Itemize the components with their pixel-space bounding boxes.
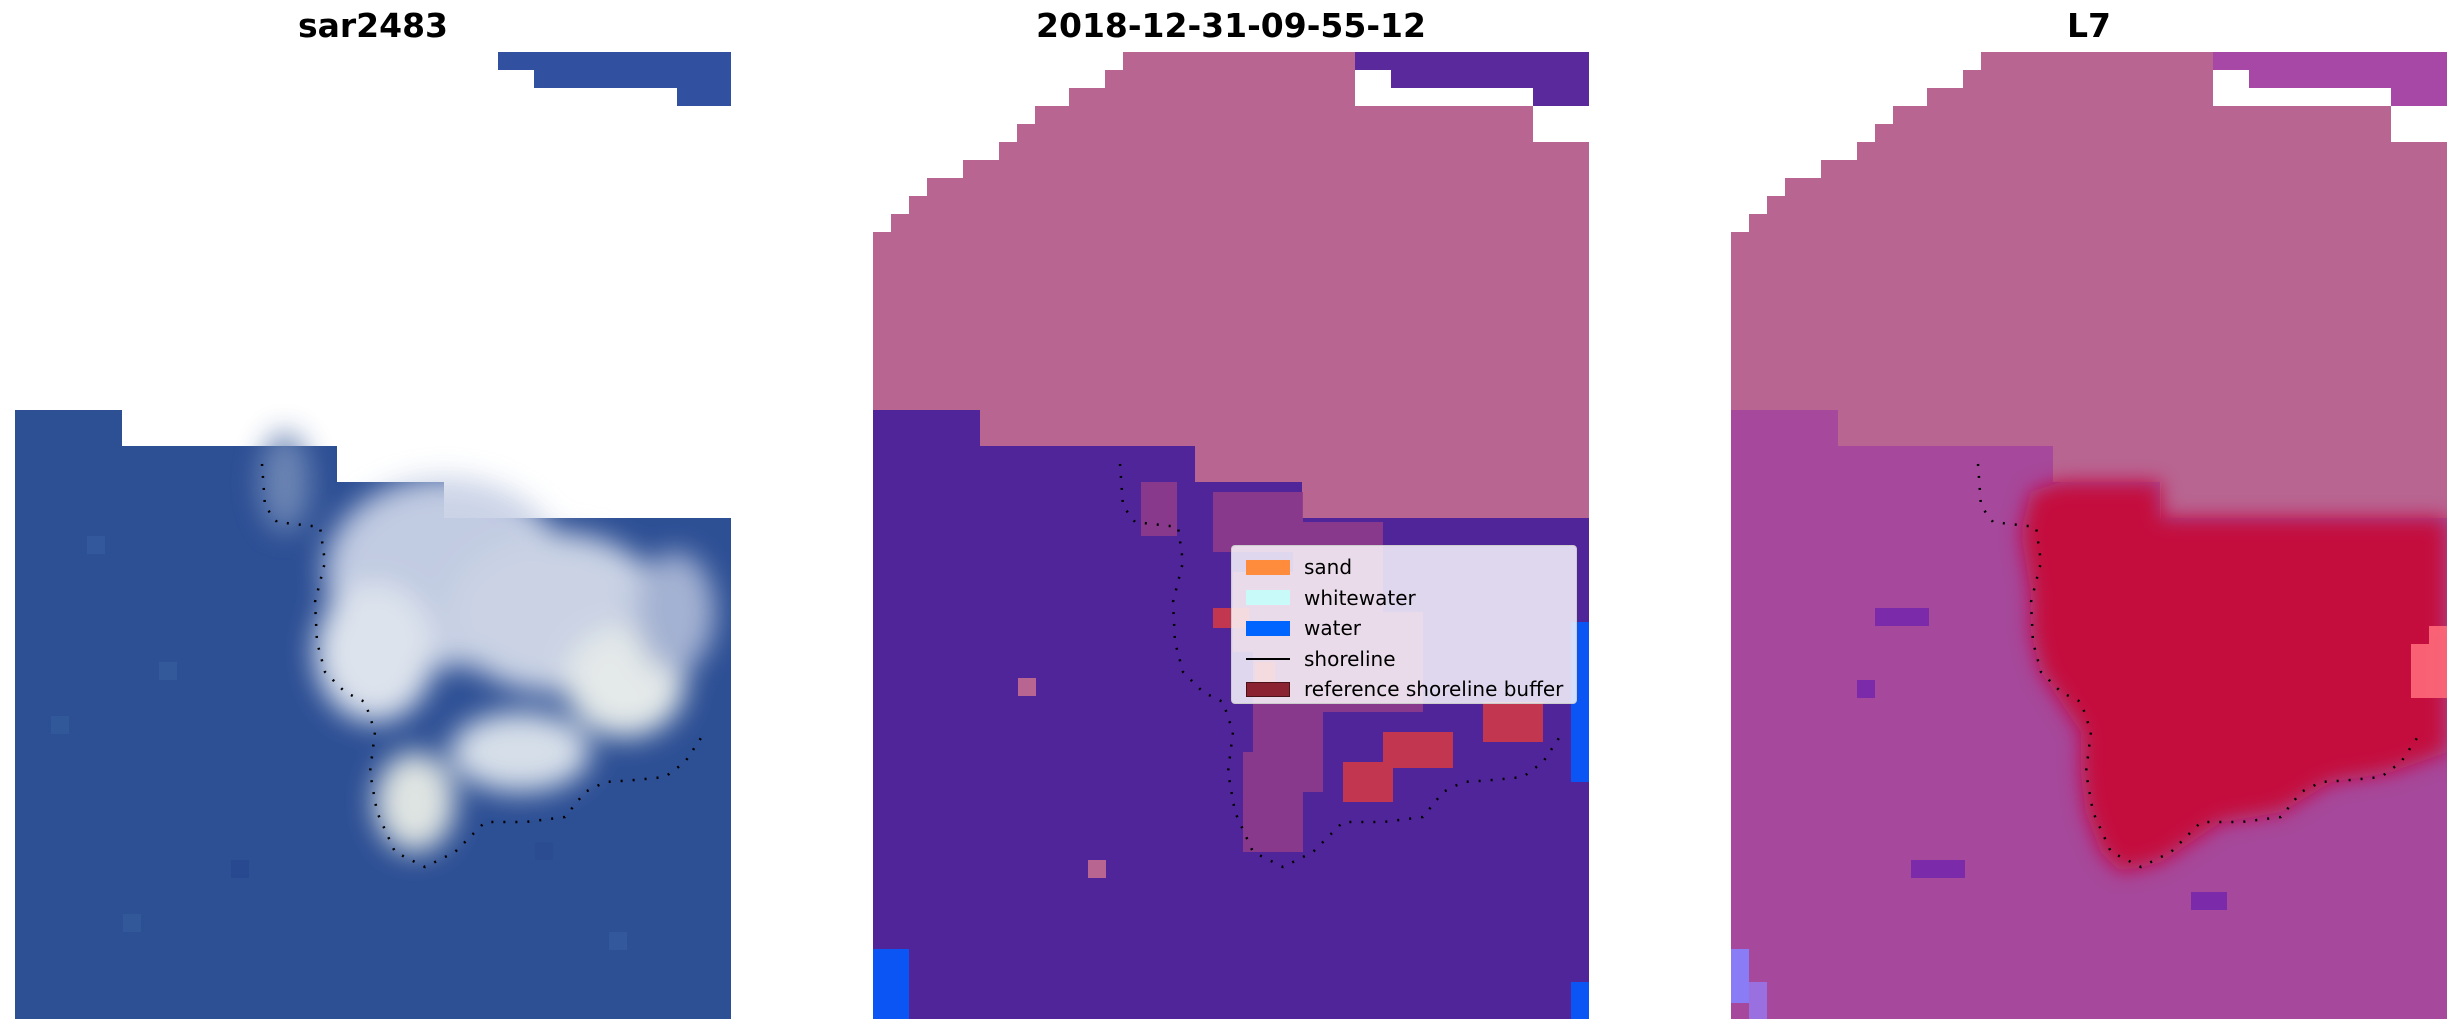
legend-label-sand: sand [1304,555,1353,580]
legend-line-shoreline [1246,657,1290,660]
panel-title-left: sar2483 [297,6,449,45]
rgb-image-panel [15,52,731,1019]
rgb-image [15,52,731,1019]
legend-swatch-water [1246,620,1290,636]
legend-item-whitewater: whitewater [1240,583,1568,614]
panel-title-middle: 2018-12-31-09-55-12 [1036,6,1426,45]
index-image [1731,52,2447,1019]
legend-label-shoreline: shoreline [1304,646,1396,671]
legend-item-reference-buffer: reference shoreline buffer [1240,674,1568,705]
legend-label-reference-buffer: reference shoreline buffer [1304,677,1564,702]
legend: sand whitewater water shoreline referenc… [1231,545,1577,704]
legend-swatch-reference-buffer [1246,681,1290,697]
classified-image-panel [873,52,1589,1019]
legend-item-sand: sand [1240,552,1568,583]
legend-swatch-sand [1246,559,1290,575]
legend-swatch-whitewater [1246,590,1290,606]
index-image-panel [1731,52,2447,1019]
legend-label-whitewater: whitewater [1304,585,1416,610]
legend-item-shoreline: shoreline [1240,644,1568,675]
legend-label-water: water [1304,616,1361,641]
panel-title-right: L7 [2067,6,2111,45]
classified-image [873,52,1589,1019]
legend-item-water: water [1240,613,1568,644]
